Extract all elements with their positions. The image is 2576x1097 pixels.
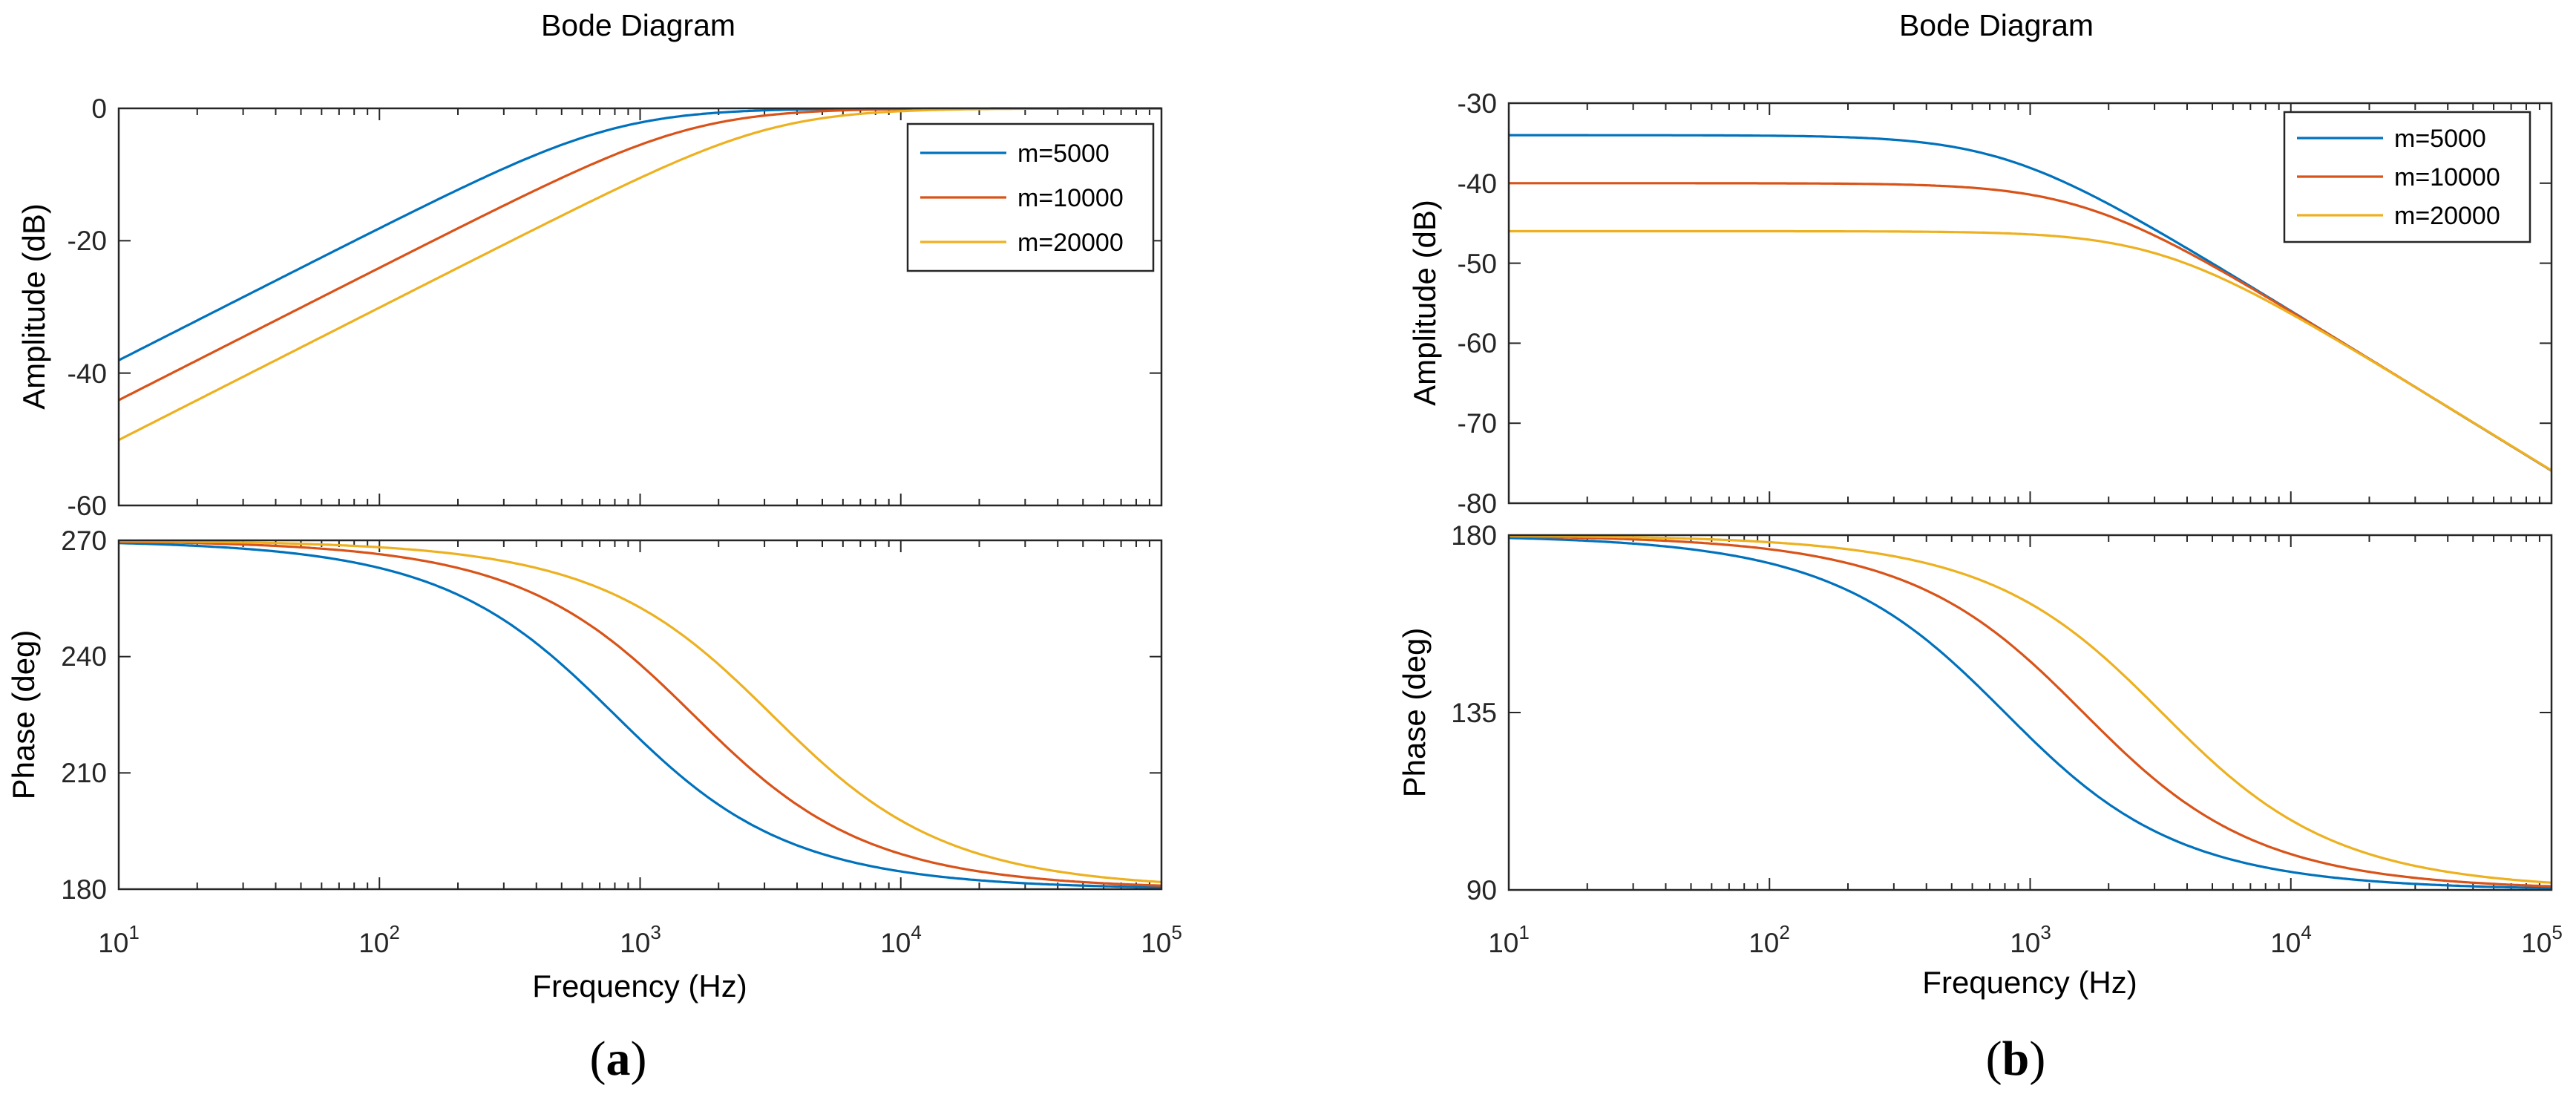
panel-b-mag-ytick-label: -50 bbox=[1458, 249, 1497, 279]
panel-a-legend-label: m=5000 bbox=[1017, 140, 1110, 168]
panel-a-ph-ytick-label: 240 bbox=[61, 641, 107, 672]
panel-a-xtick-label: 101 bbox=[98, 921, 140, 958]
panel-b-xtick-label: 101 bbox=[1488, 921, 1530, 958]
panel-a-phase-axes: 270 240 210 180 Phase (deg) bbox=[6, 525, 1163, 905]
panel-b-xtick-label: 103 bbox=[2010, 921, 2051, 958]
panel-b-xtick-label: 105 bbox=[2521, 921, 2563, 958]
panel-a-xtick-label: 103 bbox=[620, 921, 661, 958]
panel-a-mag-ytick-label: -40 bbox=[68, 358, 107, 389]
panel-b-phase-axes: 180 135 90 Phase (deg) bbox=[1397, 520, 2553, 906]
panel-b-phase-line-m10000 bbox=[1509, 535, 2552, 888]
panel-a-mag-ytick-label: -20 bbox=[68, 226, 107, 256]
panel-a-xtick-label: 102 bbox=[358, 921, 400, 958]
panel-a-mag-ytick-label: 0 bbox=[91, 94, 107, 124]
panel-b-phase-ytick-labels: 180 135 90 bbox=[1451, 520, 1497, 906]
panel-b-legend-label: m=20000 bbox=[2394, 202, 2500, 230]
panel-b-legend-label: m=10000 bbox=[2394, 163, 2500, 191]
panel-a-phase-line-m10000 bbox=[119, 540, 1162, 887]
panel-a-xtick-label: 105 bbox=[1141, 921, 1182, 958]
panel-b-mag-ytick-label: -70 bbox=[1458, 408, 1497, 439]
panel-a-magnitude-axes: 0 -20 -40 -60 Amplitude (dB) m=5000 m=10… bbox=[16, 94, 1163, 521]
panel-a-legend-label: m=10000 bbox=[1017, 184, 1124, 212]
panel-a-ph-ytick-label: 210 bbox=[61, 758, 107, 788]
panel-b-mag-ytick-label: -80 bbox=[1458, 488, 1497, 519]
panel-b-magnitude-ylabel: Amplitude (dB) bbox=[1407, 200, 1442, 406]
panel-b-magnitude-frame bbox=[1507, 102, 2553, 505]
panel-b-xtick-label: 104 bbox=[2270, 921, 2312, 958]
panel-b-legend: m=5000 m=10000 m=20000 bbox=[2283, 111, 2531, 243]
panel-a-xtick-labels: 101 102 103 104 105 bbox=[98, 921, 1182, 958]
panel-b-title: Bode Diagram bbox=[1899, 8, 2094, 42]
panel-b-legend-label: m=5000 bbox=[2394, 125, 2486, 153]
panel-b-magnitude-series bbox=[1509, 134, 2552, 472]
panel-a-xtick-label: 104 bbox=[880, 921, 922, 958]
panel-a-phase-ytick-labels: 270 240 210 180 bbox=[61, 525, 107, 905]
panel-b-ph-ytick-label: 135 bbox=[1451, 698, 1497, 728]
panel-b-phase-frame bbox=[1507, 534, 2553, 891]
panel-a-label: (a) bbox=[590, 1032, 647, 1086]
panel-b-phase-series bbox=[1508, 534, 2552, 890]
panel-a-ph-ytick-label: 270 bbox=[61, 525, 107, 556]
panel-a-phase-frame bbox=[117, 539, 1163, 891]
panel-a-phase-ylabel: Phase (deg) bbox=[6, 630, 41, 800]
panel-a-xlabel: Frequency (Hz) bbox=[532, 969, 747, 1003]
panel-b-ph-ytick-label: 90 bbox=[1466, 875, 1497, 906]
panel-b-xtick-label: 102 bbox=[1749, 921, 1790, 958]
panel-b-magnitude-ytick-labels: -30 -40 -50 -60 -70 -80 bbox=[1458, 88, 1497, 519]
panel-b-mag-ytick-label: -60 bbox=[1458, 328, 1497, 358]
panel-b-ph-ytick-label: 180 bbox=[1451, 520, 1497, 551]
panel-b-label: (b) bbox=[1986, 1032, 2046, 1086]
panel-b-xlabel: Frequency (Hz) bbox=[1922, 965, 2137, 1000]
panel-b: Bode Diagram -30 -40 -50 -60 -70 -80 Amp… bbox=[1397, 8, 2563, 1086]
panel-b-mag-ytick-label: -40 bbox=[1458, 168, 1497, 199]
panel-b-magnitude-line-m20000 bbox=[1509, 229, 2552, 472]
panel-b-phase-line-m20000 bbox=[1509, 534, 2552, 884]
panel-a-magnitude-ylabel: Amplitude (dB) bbox=[16, 203, 51, 410]
panel-b-magnitude-axes: -30 -40 -50 -60 -70 -80 Amplitude (dB) m… bbox=[1407, 88, 2553, 519]
panel-a-phase-series bbox=[118, 540, 1162, 889]
panel-a: Bode Diagram 0 -20 -40 -60 Amplitude (dB… bbox=[6, 8, 1182, 1086]
panel-a-magnitude-ytick-labels: 0 -20 -40 -60 bbox=[68, 94, 107, 521]
panel-b-phase-minor-ticks bbox=[1508, 534, 2552, 891]
panel-a-magnitude-frame bbox=[117, 107, 1163, 507]
panel-a-ph-ytick-label: 180 bbox=[61, 874, 107, 905]
panel-a-phase-line-m20000 bbox=[118, 540, 1162, 883]
panel-b-phase-ylabel: Phase (deg) bbox=[1397, 628, 1432, 798]
panel-b-phase-line-m5000 bbox=[1508, 537, 2552, 890]
panel-a-legend: m=5000 m=10000 m=20000 bbox=[906, 122, 1155, 272]
panel-a-legend-label: m=20000 bbox=[1017, 229, 1124, 257]
panel-a-mag-ytick-label: -60 bbox=[68, 491, 107, 521]
panel-a-phase-line-m5000 bbox=[118, 542, 1161, 889]
panel-b-mag-ytick-label: -30 bbox=[1458, 88, 1497, 119]
panel-a-phase-minor-ticks bbox=[118, 540, 1161, 890]
panel-a-title: Bode Diagram bbox=[541, 8, 735, 42]
panel-b-xtick-labels: 101 102 103 104 105 bbox=[1488, 921, 2563, 958]
